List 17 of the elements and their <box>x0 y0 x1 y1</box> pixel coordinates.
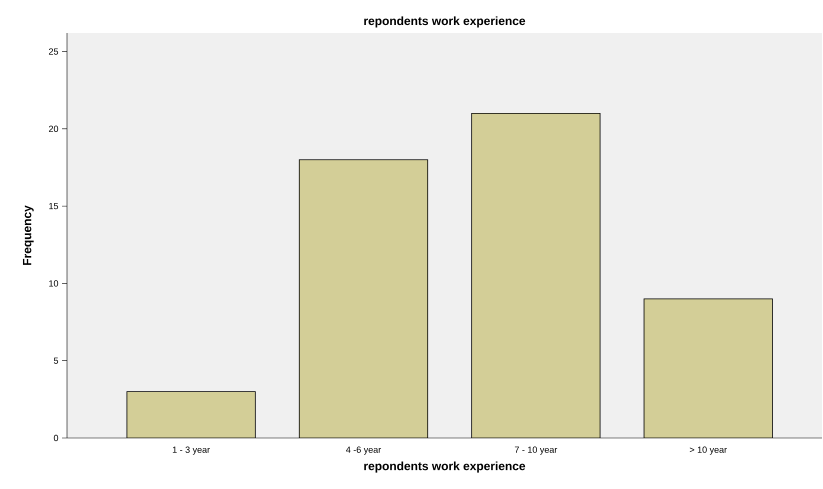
y-tick-label: 20 <box>48 126 58 132</box>
x-tick-label: > 10 year <box>690 446 727 455</box>
y-tick-label: 5 <box>54 358 58 364</box>
y-tick-label: 0 <box>54 434 58 442</box>
x-tick-label: 1 - 3 year <box>172 446 210 455</box>
x-axis-title: repondents work experience <box>364 461 526 473</box>
chart-title: repondents work experience <box>364 16 526 28</box>
y-axis-title: Frequency <box>22 205 34 265</box>
x-tick-label: 4 -6 year <box>346 446 382 455</box>
bar <box>298 159 428 438</box>
y-tick-label: 25 <box>48 48 58 55</box>
bar <box>471 112 600 438</box>
x-tick-label: 7 - 10 year <box>514 446 558 455</box>
y-tick-label: 10 <box>49 280 58 287</box>
y-tick-label: 15 <box>49 202 58 210</box>
bar <box>644 298 773 438</box>
bar <box>126 391 256 438</box>
